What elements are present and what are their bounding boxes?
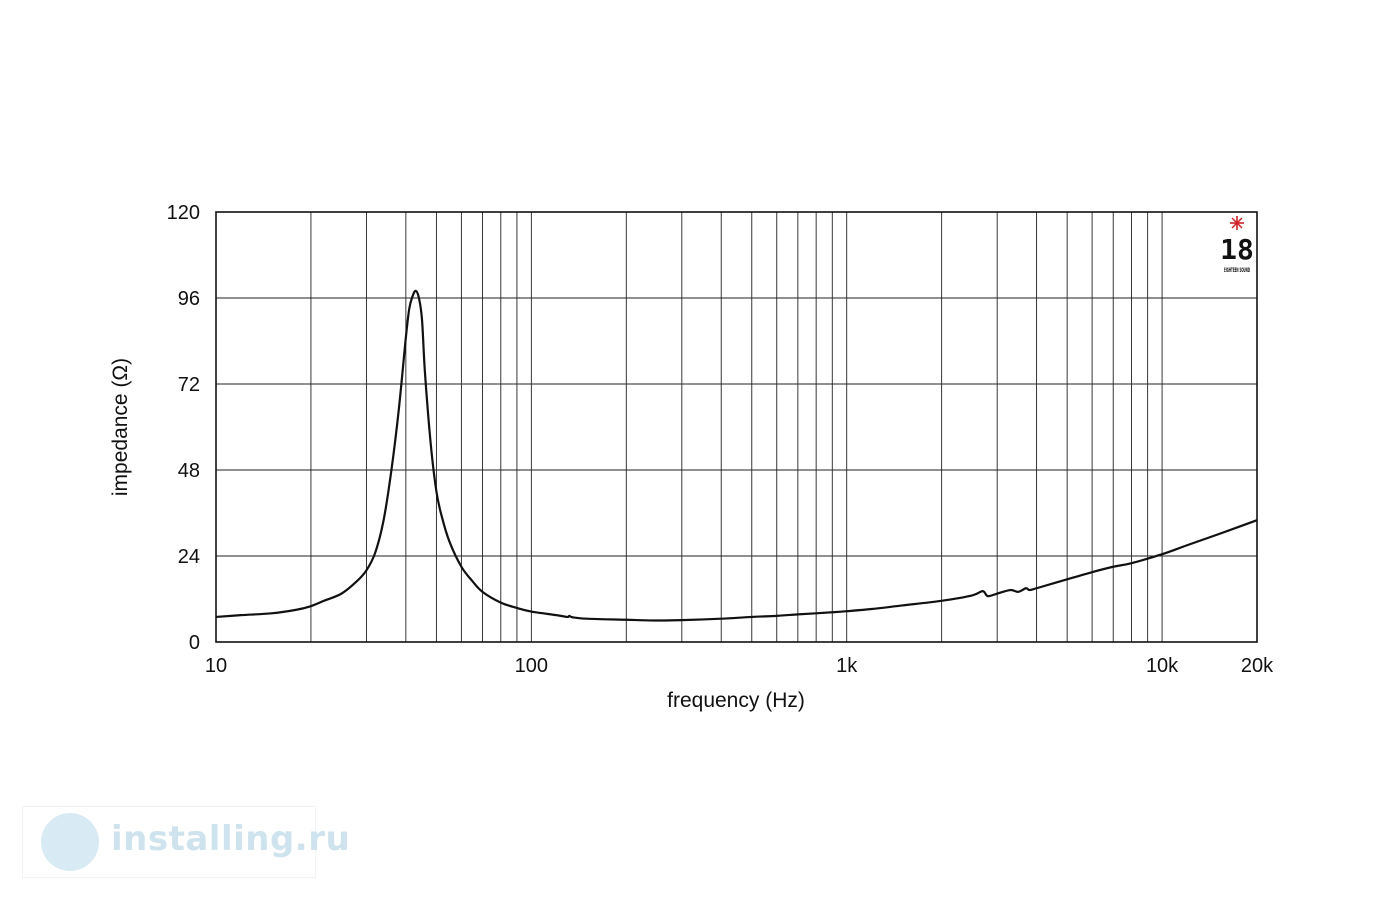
star-icon — [1230, 216, 1244, 230]
y-tick-labels: 0 24 48 72 96 120 — [167, 202, 200, 654]
x-tick-label: 1k — [836, 655, 858, 677]
logo-words: EIGHTEEN SOUND — [1224, 267, 1250, 274]
y-tick-label: 0 — [189, 632, 200, 654]
y-tick-label: 72 — [178, 374, 200, 396]
watermark: installing.ru — [22, 806, 350, 878]
x-axis-label: frequency (Hz) — [667, 689, 805, 712]
y-tick-label: 48 — [178, 460, 200, 482]
x-tick-label: 100 — [515, 655, 548, 677]
logo-number: 18 — [1220, 233, 1254, 266]
y-axis-label: impedance (Ω) — [109, 358, 132, 496]
x-tick-label: 20k — [1241, 655, 1274, 677]
y-tick-label: 24 — [178, 546, 200, 568]
grid-lines — [216, 212, 1257, 642]
y-tick-label: 96 — [178, 288, 200, 310]
x-tick-label: 10k — [1146, 655, 1179, 677]
plot-area-frame — [215, 211, 1258, 643]
x-tick-labels: 10 100 1k 10k 20k — [205, 655, 1274, 677]
watermark-logo-icon — [41, 813, 99, 871]
watermark-text: installing.ru — [111, 819, 351, 859]
impedance-curve — [215, 289, 1258, 622]
x-tick-label: 10 — [205, 655, 227, 677]
eighteen-sound-logo: 18 EIGHTEEN SOUND — [1220, 216, 1254, 274]
y-tick-label: 120 — [167, 202, 200, 224]
